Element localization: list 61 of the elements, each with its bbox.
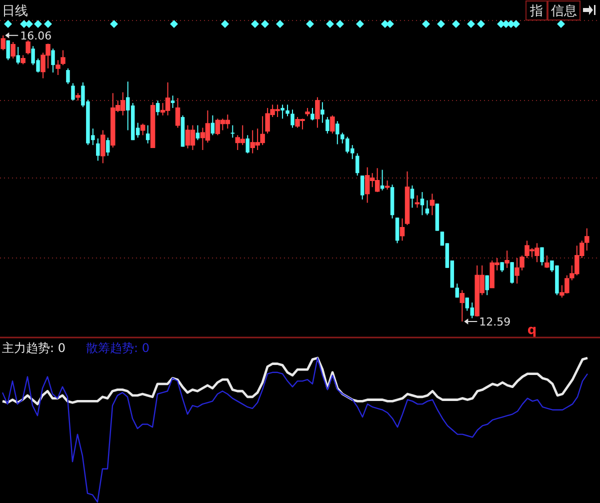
candlestick — [175, 98, 180, 128]
candlestick — [51, 48, 55, 73]
candlestick — [410, 184, 414, 208]
text: q — [527, 323, 537, 338]
candlestick — [455, 283, 460, 298]
candlestick — [544, 255, 550, 268]
text: 信息 — [551, 4, 577, 19]
candlestick — [246, 134, 250, 154]
candlestick — [6, 40, 10, 61]
candlestick — [106, 137, 110, 156]
candlestick — [280, 104, 284, 120]
candlestick — [400, 218, 405, 242]
candlestick — [395, 217, 400, 244]
annotation: 16.06 — [20, 29, 52, 42]
text: 主力趋势: 0 — [2, 341, 66, 355]
candlestick — [460, 290, 465, 322]
candlestick — [485, 274, 489, 296]
candlestick — [286, 104, 290, 117]
candlestick — [16, 46, 20, 65]
candlestick — [146, 124, 150, 144]
candlestick — [100, 130, 106, 164]
candlestick — [290, 109, 294, 128]
candlestick — [414, 194, 420, 208]
candlestick — [56, 60, 60, 76]
candlestick — [384, 180, 390, 190]
candlestick — [425, 200, 430, 216]
candlestick — [170, 95, 175, 108]
candlestick — [156, 100, 160, 116]
candlestick — [430, 193, 435, 216]
candlestick — [326, 116, 330, 134]
candlestick — [540, 246, 544, 266]
text: 日线 — [2, 4, 28, 19]
candlestick — [315, 96, 320, 128]
candlestick — [355, 152, 360, 176]
candlestick — [330, 114, 335, 134]
candlestick — [210, 114, 215, 136]
text: 指 — [529, 4, 543, 19]
candlestick — [26, 40, 30, 55]
candlestick — [420, 192, 424, 216]
candlestick — [20, 54, 26, 65]
text: 散筹趋势: 0 — [86, 341, 150, 355]
candlestick — [500, 262, 504, 273]
candlestick — [140, 123, 146, 136]
candlestick — [520, 255, 524, 271]
annotation: 12.59 — [479, 316, 511, 328]
candlestick — [320, 102, 324, 124]
candlestick — [196, 124, 200, 141]
candlestick — [336, 120, 340, 145]
candlestick — [66, 68, 70, 85]
candlestick — [360, 175, 364, 200]
candlestick — [96, 138, 100, 162]
candlestick — [10, 41, 16, 59]
candlestick — [504, 250, 510, 268]
candlestick — [380, 169, 384, 191]
candlestick — [510, 262, 514, 284]
candlestick — [71, 82, 75, 102]
candlestick — [60, 50, 66, 66]
candlestick — [310, 107, 314, 121]
candlestick — [514, 258, 520, 284]
candlestick — [0, 34, 6, 51]
candlestick — [230, 124, 235, 138]
